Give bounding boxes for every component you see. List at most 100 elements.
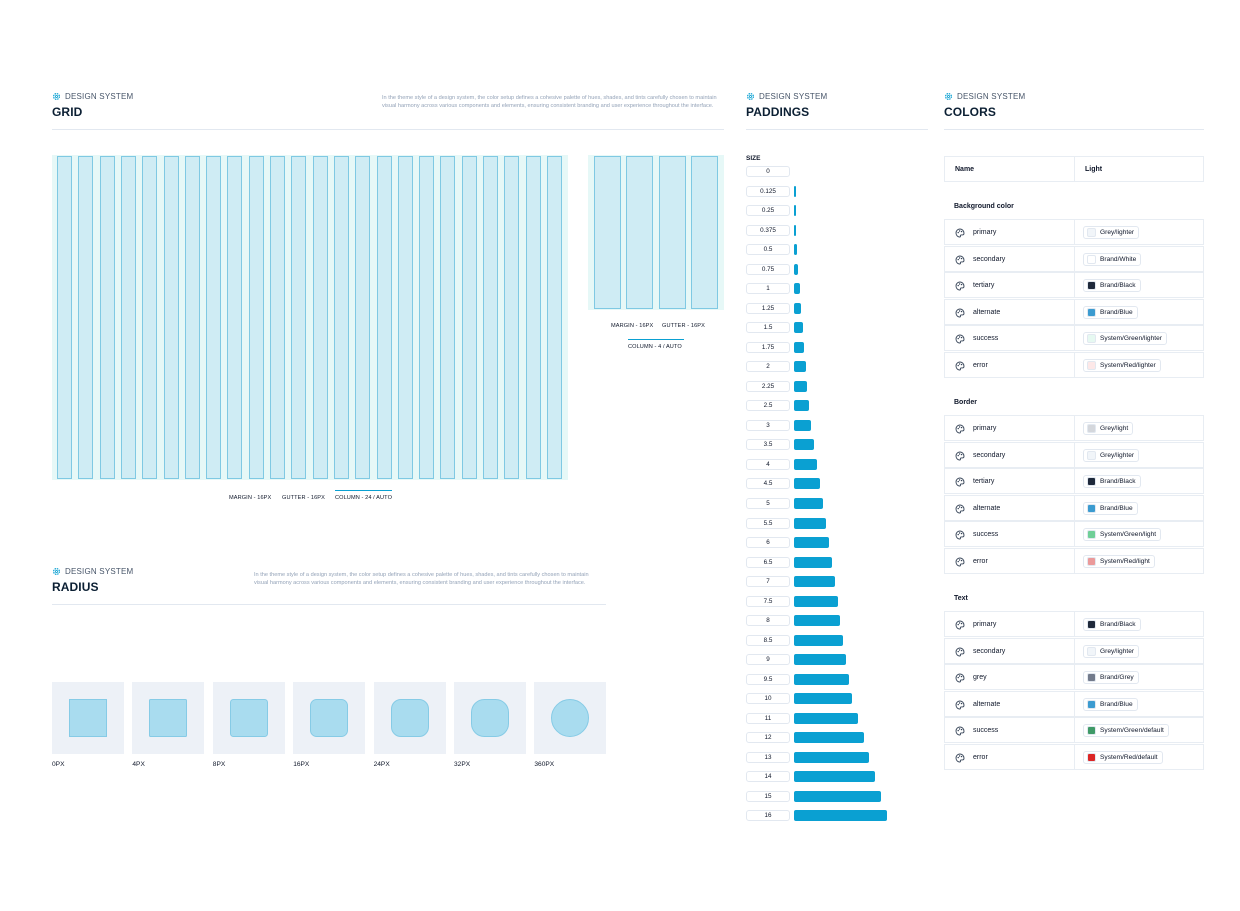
radius-divider [52, 604, 606, 605]
color-token-tag[interactable]: Brand/Blue [1083, 501, 1138, 515]
radius-sample-shape [69, 699, 107, 737]
grid-column [397, 156, 413, 479]
color-token-tag[interactable]: Grey/lighter [1083, 226, 1140, 239]
padding-bar [794, 634, 844, 646]
padding-size-pill: 8 [746, 615, 790, 627]
colors-eyebrow-text: DESIGN SYSTEM [957, 92, 1026, 101]
radius-eyebrow: DESIGN SYSTEM [52, 567, 133, 576]
color-token-value: System/Red/default [1100, 753, 1158, 761]
gear-icon [52, 567, 61, 576]
radius-sample-shape [471, 699, 509, 737]
color-token-tag[interactable]: Brand/White [1083, 252, 1142, 266]
padding-bar [794, 654, 847, 666]
padding-bar [794, 712, 858, 724]
padding-size-pill: 3 [746, 419, 790, 431]
gear-icon [944, 92, 953, 101]
colors-title: COLORS [944, 105, 996, 119]
radius-description: In the theme style of a design system, t… [254, 572, 589, 586]
radius-tile [534, 682, 607, 754]
grid-column [483, 156, 498, 479]
color-token-value: System/Red/lighter [1100, 361, 1156, 369]
padding-bar [794, 341, 805, 353]
colors-group-label: Background color [954, 203, 1014, 210]
color-token-tag[interactable]: System/Green/light [1083, 528, 1162, 541]
palette-icon [955, 477, 965, 487]
color-token-value: Brand/Black [1100, 621, 1136, 628]
color-token-tag[interactable]: Brand/Black [1083, 618, 1141, 631]
padding-size-pill: 4.5 [746, 478, 790, 490]
padding-size-pill: 5 [746, 498, 790, 509]
padding-bar [794, 244, 797, 256]
color-token-tag[interactable]: System/Red/default [1083, 750, 1163, 764]
color-token-name: alternate [973, 308, 1001, 316]
color-token-tag[interactable]: System/Green/lighter [1083, 332, 1167, 345]
grid-mobile-column [594, 156, 621, 309]
radius-label: 16PX [293, 761, 310, 768]
color-token-tag[interactable]: Grey/lighter [1083, 644, 1140, 658]
padding-bar [794, 400, 809, 412]
color-token-tag[interactable]: Brand/Grey [1083, 671, 1139, 684]
grid-column-label: COLUMN - 24 / AUTO [335, 490, 392, 501]
color-token-tag[interactable]: Grey/light [1083, 422, 1134, 435]
grid-column [504, 156, 520, 479]
color-token-tag[interactable]: Grey/lighter [1083, 448, 1140, 462]
color-token-row: secondary Grey/lighter [944, 637, 1204, 664]
padding-size-pill: 0.75 [746, 263, 790, 275]
color-swatch [1087, 503, 1096, 513]
padding-size-pill: 0.125 [746, 185, 790, 197]
color-token-value: Brand/Blue [1100, 700, 1133, 708]
color-token-tag[interactable]: System/Red/lighter [1083, 358, 1161, 372]
color-token-name: error [973, 753, 988, 761]
colors-divider [944, 129, 1204, 130]
padding-bar [794, 673, 850, 685]
grid-column [419, 156, 435, 479]
color-token-tag[interactable]: System/Red/light [1083, 554, 1155, 568]
padding-size-pill: 12 [746, 732, 790, 744]
padding-size-pill: 1.25 [746, 302, 790, 314]
padding-bar [794, 263, 799, 275]
grid-description: In the theme style of a design system, t… [382, 95, 717, 109]
grid-margin-label: MARGIN - 16PX [229, 495, 272, 501]
color-token-tag[interactable]: Brand/Blue [1083, 305, 1138, 319]
padding-bar [794, 185, 796, 197]
padding-bar [794, 732, 864, 744]
padding-size-pill: 10 [746, 693, 790, 705]
color-token-row: tertiary Brand/Black [944, 272, 1204, 298]
grid-column [440, 156, 456, 479]
color-token-name: tertiary [973, 478, 995, 485]
color-token-row: primary Grey/lighter [944, 219, 1204, 245]
radius-title: RADIUS [52, 580, 99, 594]
palette-icon [955, 504, 965, 513]
radius-label: 360PX [534, 761, 555, 768]
grid-mobile-column-label: COLUMN - 4 / AUTO [628, 339, 684, 350]
radius-eyebrow-text: DESIGN SYSTEM [65, 567, 134, 576]
radius-tile [373, 682, 446, 754]
color-token-tag[interactable]: Brand/Black [1083, 475, 1141, 488]
padding-size-pill: 14 [746, 771, 790, 783]
padding-bar [794, 556, 832, 568]
padding-bar [794, 810, 887, 822]
color-token-name: primary [973, 229, 997, 236]
paddings-eyebrow: DESIGN SYSTEM [746, 92, 827, 101]
color-token-row: alternate Brand/Blue [944, 298, 1204, 325]
padding-size-pill: 11 [746, 712, 790, 724]
radius-tile [132, 682, 205, 754]
padding-bar [794, 361, 806, 373]
palette-icon [955, 673, 965, 683]
grid-mobile-preview [588, 155, 724, 310]
color-token-tag[interactable]: Brand/Black [1083, 279, 1141, 292]
color-swatch [1087, 646, 1096, 656]
color-token-row: success System/Green/lighter [944, 325, 1204, 351]
color-token-tag[interactable]: System/Green/default [1083, 724, 1169, 737]
color-token-name: secondary [973, 647, 1006, 655]
color-token-value: System/Green/lighter [1100, 335, 1162, 342]
palette-icon [955, 557, 965, 566]
paddings-divider [746, 129, 928, 130]
color-token-value: Brand/Black [1100, 282, 1136, 289]
padding-size-pill: 4 [746, 458, 790, 470]
padding-size-pill: 1.75 [746, 341, 790, 353]
color-swatch [1087, 556, 1096, 566]
color-token-tag[interactable]: Brand/Blue [1083, 697, 1138, 711]
color-token-value: Grey/lighter [1100, 229, 1135, 236]
paddings-size-label: SIZE [746, 155, 761, 162]
